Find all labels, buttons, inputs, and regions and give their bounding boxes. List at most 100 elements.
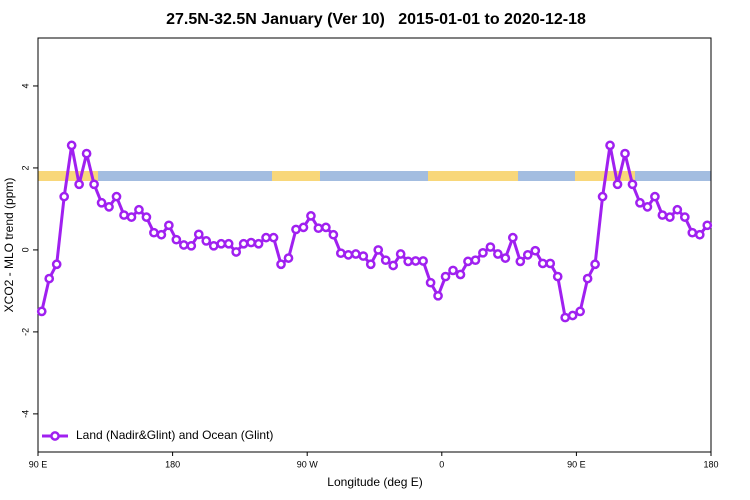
data-point [193,229,204,240]
legend-marker [50,431,60,441]
data-point [657,210,668,220]
data-point [605,140,615,151]
data-point [96,197,107,208]
data-point [627,179,638,190]
data-point [358,251,369,261]
data-point [522,249,533,260]
data-point [463,256,473,267]
y-tick-label: -2 [20,328,30,336]
data-point [410,256,421,266]
data-point [141,212,152,222]
data-point [343,249,354,260]
data-point [507,232,518,243]
data-point [620,148,630,159]
land-ocean-band [38,171,711,181]
data-point [149,227,159,238]
data-point [111,191,122,202]
data-point [119,210,129,220]
data-point [500,253,511,263]
data-point [485,242,496,252]
data-point [336,248,346,259]
data-point [650,191,660,202]
data-point [201,236,212,246]
data-point [276,259,286,270]
data-point [560,312,571,323]
data-point [470,255,481,266]
x-tick-label: 90 W [297,459,319,469]
data-point [642,202,653,212]
data-point [590,259,600,270]
data-point [530,245,541,256]
chart-title: 27.5N-32.5N January (Ver 10) 2015-01-01 … [166,11,586,28]
data-point [253,238,264,249]
x-tick-label: 90 E [29,459,48,469]
data-point [478,247,488,258]
data-point [403,256,413,267]
data-point [448,265,458,276]
data-point [66,140,77,151]
data-point [537,258,548,269]
data-point [36,306,47,317]
data-point [612,179,623,190]
data-point [455,269,466,280]
data-point [134,204,144,215]
data-point [418,256,428,266]
data-point [365,259,376,270]
x-tick-label: 180 [703,459,718,469]
data-point [672,204,683,215]
data-point [261,232,271,243]
data-point [395,249,406,259]
data-point [425,277,436,288]
data-point [702,220,713,231]
data-point [433,290,443,301]
data-point [231,247,242,257]
data-point [238,238,249,249]
data-point [635,197,645,208]
x-tick-label: 0 [439,459,444,469]
x-axis-label: Longitude (deg E) [327,475,422,489]
data-point [223,238,234,249]
data-point [313,223,324,234]
data-point [552,271,563,282]
data-point [328,229,339,240]
data-point [178,240,189,250]
plot-frame [37,37,712,453]
data-point [59,191,70,202]
data-point [51,259,62,270]
data-point [582,273,593,284]
y-tick-label: 0 [20,247,30,252]
data-point [208,240,219,251]
data-point [81,148,92,159]
data-point [268,232,279,243]
y-axis-label: XCO2 - MLO trend (ppm) [2,178,16,313]
data-point [575,306,585,317]
data-point [186,240,197,251]
y-tick-label: 2 [20,165,30,170]
data-point [687,227,698,238]
data-point [171,234,182,245]
data-point [597,191,608,202]
data-point [156,229,167,240]
data-point [545,258,556,269]
data-point [440,271,451,282]
legend: Land (Nadir&Glint) and Ocean (Glint) [42,428,273,442]
data-point [216,238,227,249]
data-point [373,245,384,255]
data-point [694,229,705,240]
data-point [283,253,294,263]
x-tick-label: 180 [165,459,180,469]
x-tick-label: 90 E [567,459,586,469]
data-point [44,273,55,284]
data-point [164,220,174,231]
data-point [380,255,391,266]
data-point [679,212,690,222]
data-point [493,249,503,259]
data-point [567,310,578,321]
data-point [515,256,526,267]
data-point [291,224,301,235]
data-point [126,212,137,222]
data-point [306,211,316,221]
data-point [665,212,675,222]
data-point [246,237,256,248]
